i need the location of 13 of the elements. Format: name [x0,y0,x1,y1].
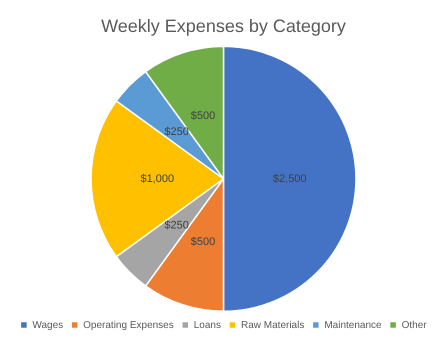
data-label: $250 [164,220,189,232]
data-label: $2,500 [272,172,307,185]
data-label: $250 [164,126,189,138]
data-label: $1,000 [140,172,174,185]
legend-label: Raw Materials [240,320,304,331]
data-label: $500 [190,236,216,248]
legend-label: Maintenance [324,320,382,331]
legend-label: Loans [194,320,221,331]
legend-label: Other [402,320,428,331]
data-label: $500 [190,110,216,122]
legend-label: Operating Expenses [83,320,174,331]
legend-label: Wages [32,320,64,331]
chart-title: Weekly Expenses by Category [101,16,346,36]
